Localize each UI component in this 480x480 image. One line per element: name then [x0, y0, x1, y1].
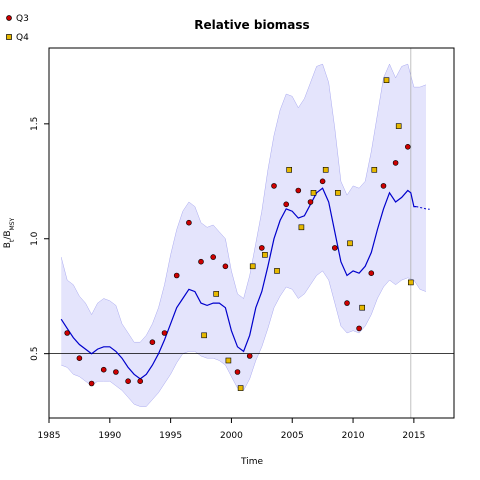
q3-point: [368, 270, 375, 277]
q3-point: [295, 187, 302, 194]
plot-area: [49, 48, 454, 418]
q3-point: [137, 378, 143, 385]
q4-point: [213, 291, 219, 297]
q3-point: [380, 183, 387, 189]
q3-point: [64, 330, 70, 336]
confidence-band: [61, 64, 426, 407]
x-tick-label: 2015: [402, 431, 425, 441]
q4-point: [371, 167, 378, 173]
q3-point: [149, 339, 156, 346]
legend-marker-q3: [6, 15, 12, 21]
x-tick-label: 1985: [38, 431, 61, 441]
x-tick-label: 2010: [342, 431, 365, 441]
q3-point: [198, 258, 204, 265]
q3-point: [222, 263, 229, 270]
q3-point: [404, 144, 411, 150]
legend-label-q3: Q3: [16, 14, 29, 24]
q3-point: [186, 219, 192, 226]
q4-point: [262, 252, 268, 258]
q3-point: [344, 300, 350, 306]
q3-point: [210, 254, 216, 260]
y-axis-label-main: B: [3, 242, 13, 248]
q4-point: [274, 268, 280, 274]
q4-point: [383, 77, 390, 83]
q4-point: [237, 385, 244, 391]
y-axis-label-sub-msy: MSY: [9, 217, 16, 230]
q4-point: [359, 304, 366, 311]
q3-point: [307, 199, 314, 205]
estimate-line: [60, 187, 417, 380]
q4-point: [347, 240, 353, 247]
q3-point: [271, 183, 277, 189]
q4-point: [335, 190, 341, 196]
q3-point: [331, 245, 338, 251]
x-tick-label: 2000: [220, 431, 243, 441]
q3-point: [234, 369, 241, 375]
q3-point: [161, 330, 168, 336]
q3-point: [100, 366, 107, 373]
y-tick-label: 0.5: [30, 346, 40, 360]
q3-point: [88, 380, 95, 387]
q4-point: [395, 123, 402, 129]
q3-point: [392, 160, 399, 166]
x-axis-label: Time: [240, 457, 263, 467]
q4-point: [249, 263, 256, 270]
q3-point: [173, 272, 180, 279]
y-tick-label: 1.5: [30, 117, 40, 131]
q4-point: [407, 279, 414, 286]
legend: Q3 Q4: [6, 14, 29, 43]
x-tick-label: 1995: [159, 431, 182, 441]
y-axis-label-sub-t: t: [9, 239, 16, 242]
band-lower-edge: [61, 270, 427, 407]
q3-point: [113, 369, 119, 375]
y-axis-label: Bt/BMSY: [3, 217, 16, 248]
q3-point: [319, 178, 326, 185]
q4-point: [322, 167, 329, 173]
q3-point: [246, 353, 253, 359]
q4-point: [310, 190, 317, 196]
legend-label-q4: Q4: [16, 33, 29, 43]
y-tick-label: 1.0: [30, 231, 40, 246]
q3-point: [356, 325, 362, 332]
q4-point: [286, 167, 293, 173]
y-axis-label-slash: /B: [3, 230, 13, 239]
chart-title: Relative biomass: [194, 18, 309, 32]
q3-point: [283, 201, 290, 208]
q3-point: [76, 355, 83, 362]
q3-point: [125, 378, 131, 385]
x-axis: 1985 1990 1995 2000 2005 2010 2015: [38, 418, 425, 441]
q4-point: [225, 357, 232, 364]
x-tick-label: 2005: [281, 431, 304, 441]
q4-point: [201, 332, 207, 339]
q3-point: [258, 245, 265, 251]
plot-frame: [48, 47, 455, 419]
band-upper-edge: [60, 63, 427, 343]
y-axis: 0.5 1.0 1.5: [30, 117, 49, 361]
legend-marker-q4: [6, 34, 12, 40]
q4-point: [298, 224, 305, 231]
x-tick-label: 1990: [98, 431, 121, 441]
